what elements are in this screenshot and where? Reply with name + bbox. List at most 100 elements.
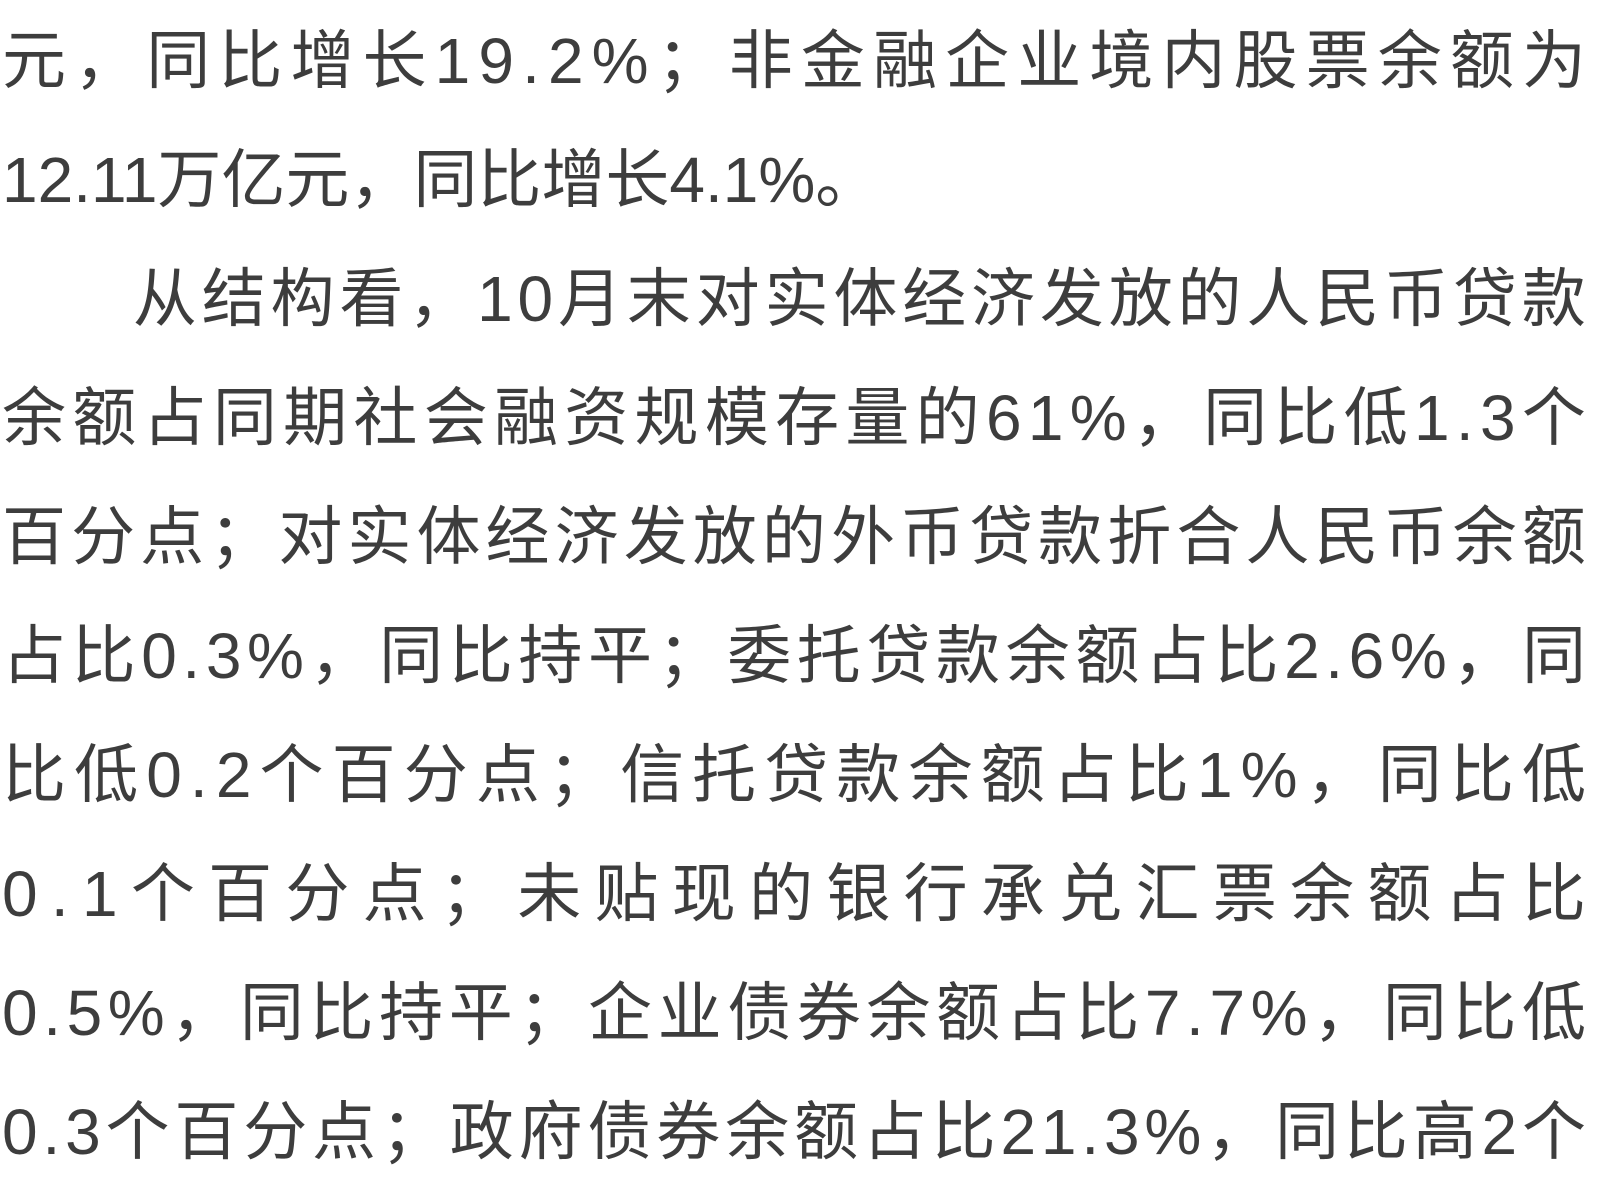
- char: 占: [142, 382, 207, 454]
- char: 额: [980, 739, 1045, 811]
- char: 同: [146, 25, 211, 97]
- char: ，: [170, 977, 235, 1049]
- char: ，: [74, 25, 139, 97]
- char: 1: [1027, 382, 1064, 454]
- char: 3: [1479, 382, 1516, 454]
- char: 人: [1245, 501, 1310, 573]
- char: 信: [620, 739, 685, 811]
- char: 3: [65, 1096, 101, 1168]
- char: 0: [2, 977, 38, 1049]
- char: 占: [1144, 620, 1209, 692]
- char: 从: [132, 263, 197, 335]
- char: 对: [278, 501, 343, 573]
- char: 长: [362, 25, 427, 97]
- char: 的: [761, 501, 826, 573]
- char: ；: [656, 25, 721, 97]
- char: 占: [1444, 858, 1509, 930]
- char: 2: [215, 739, 252, 811]
- text-line-5: 百分点；对实体经济发放的外币贷款折合人民币余额: [2, 478, 1586, 597]
- char: 券: [796, 977, 861, 1049]
- char: 分: [243, 1096, 308, 1168]
- char: ；: [518, 977, 583, 1049]
- char: 点: [140, 501, 205, 573]
- char: 2: [547, 25, 584, 97]
- char: ，: [309, 620, 374, 692]
- char: 未: [517, 858, 582, 930]
- char: 内: [1161, 25, 1226, 97]
- char: 6: [1348, 620, 1385, 692]
- char: 余: [725, 1096, 790, 1168]
- char: 比: [309, 977, 374, 1049]
- char: 的: [915, 382, 980, 454]
- char: 额: [72, 382, 137, 454]
- char: ；: [657, 620, 722, 692]
- char: 资: [564, 382, 629, 454]
- char: 占: [862, 1096, 927, 1168]
- char: 占: [1005, 977, 1070, 1049]
- char: 同: [1377, 739, 1442, 811]
- char: 期: [283, 382, 348, 454]
- char: 分: [71, 501, 136, 573]
- char: 比: [1214, 620, 1279, 692]
- char: %: [1069, 382, 1127, 454]
- char: 济: [971, 263, 1035, 335]
- char: 金: [800, 25, 865, 97]
- char: 看: [339, 263, 404, 335]
- char: 行: [903, 858, 968, 930]
- char: 外: [830, 501, 895, 573]
- char: 兑: [1058, 858, 1123, 930]
- char: 个: [130, 858, 195, 930]
- char: 分: [403, 739, 468, 811]
- char: 款: [1038, 501, 1103, 573]
- char: ，: [1305, 739, 1370, 811]
- char: 额: [1521, 501, 1586, 573]
- char: 额: [936, 977, 1001, 1049]
- char: 比: [448, 620, 513, 692]
- char: 比: [1521, 858, 1586, 930]
- char: 托: [796, 620, 861, 692]
- char: 个: [259, 739, 324, 811]
- char: 0: [2, 858, 38, 930]
- char: 贷: [969, 501, 1034, 573]
- char: 低: [1343, 382, 1408, 454]
- char: 个: [1521, 382, 1586, 454]
- char: 占: [1052, 739, 1117, 811]
- char: ；: [547, 739, 612, 811]
- char: 银: [826, 858, 891, 930]
- char: 2: [1000, 1096, 1037, 1168]
- char: 融: [493, 382, 558, 454]
- char: 汇: [1135, 858, 1200, 930]
- char: 放: [1108, 263, 1173, 335]
- char: .: [182, 620, 201, 692]
- char: 府: [518, 1096, 583, 1168]
- char: ，: [408, 263, 473, 335]
- char: 0: [517, 263, 554, 335]
- char: 7: [1209, 977, 1246, 1049]
- char: 币: [900, 501, 965, 573]
- char: 委: [727, 620, 792, 692]
- char: 余: [1005, 620, 1070, 692]
- char: 比: [1124, 739, 1189, 811]
- char: 比: [218, 25, 283, 97]
- char: 款: [936, 620, 1001, 692]
- char: 平: [448, 977, 513, 1049]
- char: .: [189, 739, 208, 811]
- char: 境: [1089, 25, 1154, 97]
- char: 平: [587, 620, 652, 692]
- char: ；: [380, 1096, 445, 1168]
- char: ；: [209, 501, 274, 573]
- char: 持: [518, 620, 583, 692]
- char: 同: [1382, 977, 1447, 1049]
- char: 3: [1103, 1096, 1140, 1168]
- char: 企: [945, 25, 1010, 97]
- char: 承: [980, 858, 1045, 930]
- char: 构: [270, 263, 335, 335]
- char: 低: [74, 739, 139, 811]
- char: 民: [1314, 501, 1379, 573]
- char: 1: [1040, 1096, 1077, 1168]
- char: %: [1240, 739, 1298, 811]
- char: 3: [205, 620, 242, 692]
- char: 7: [1144, 977, 1181, 1049]
- char: 6: [985, 382, 1022, 454]
- char: 比: [1273, 382, 1338, 454]
